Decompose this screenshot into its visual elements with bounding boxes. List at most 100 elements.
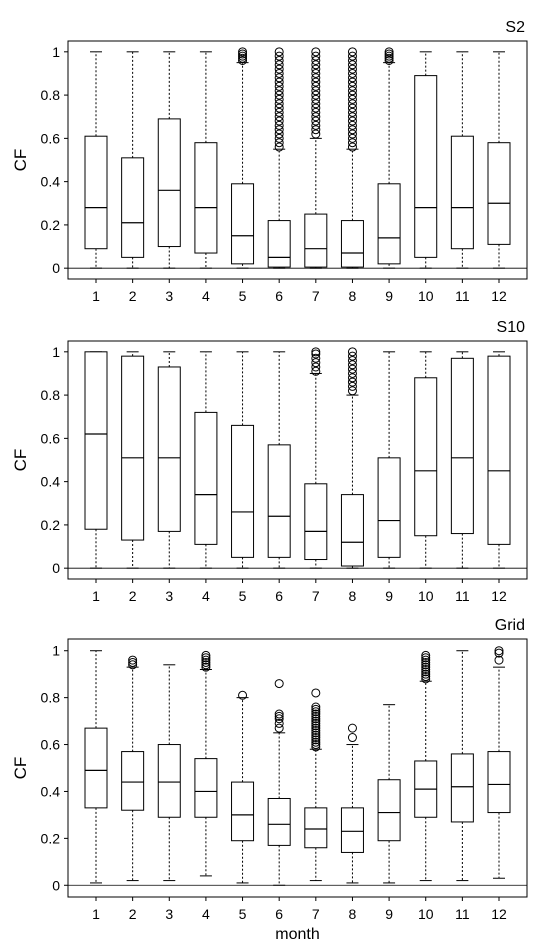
- outlier-point: [347, 90, 357, 100]
- box-month-4: [194, 650, 218, 877]
- x-tick-label: 11: [455, 288, 470, 304]
- outlier-point: [274, 86, 284, 96]
- x-tick-label: 9: [385, 288, 393, 304]
- outlier-point: [274, 103, 284, 113]
- y-tick-label: 1: [52, 643, 60, 659]
- outlier-point: [274, 138, 284, 148]
- box-month-8: [340, 723, 364, 884]
- outlier-point: [311, 125, 321, 135]
- x-tick-label: 10: [418, 906, 434, 922]
- iqr-box: [84, 727, 108, 809]
- outlier-point: [421, 657, 431, 667]
- outlier-point: [347, 381, 357, 391]
- outlier-point: [274, 77, 284, 87]
- x-tick-label: 11: [455, 588, 470, 604]
- box-month-10: [414, 650, 438, 882]
- box-month-7: [304, 347, 328, 569]
- outlier-point: [311, 64, 321, 74]
- outlier-point: [274, 47, 284, 57]
- x-tick-label: 6: [275, 588, 283, 604]
- box-month-6: [267, 47, 291, 269]
- x-tick-label: 4: [202, 588, 210, 604]
- outlier-point: [311, 688, 321, 698]
- outlier-point: [311, 728, 321, 738]
- outlier-point: [421, 662, 431, 672]
- outlier-point: [311, 721, 321, 731]
- x-axis-label: month: [275, 926, 319, 942]
- outlier-point: [311, 362, 321, 372]
- box-month-8: [340, 47, 364, 269]
- iqr-box: [194, 142, 218, 254]
- y-tick-label: 1: [52, 344, 60, 360]
- outlier-point: [274, 94, 284, 104]
- outlier-point: [347, 723, 357, 733]
- outlier-point: [421, 660, 431, 670]
- y-tick-label: 0: [52, 260, 60, 276]
- y-tick-label: 1: [52, 44, 60, 60]
- iqr-box: [340, 494, 364, 567]
- iqr-box: [84, 351, 108, 530]
- outlier-point: [274, 709, 284, 719]
- x-tick-label: 12: [491, 588, 507, 604]
- box-month-6: [267, 351, 291, 569]
- outlier-point: [128, 660, 138, 670]
- iqr-box: [267, 797, 291, 846]
- outlier-point: [347, 81, 357, 91]
- outlier-point: [384, 51, 394, 61]
- x-tick-label: 11: [455, 906, 470, 922]
- outlier-point: [347, 142, 357, 152]
- x-tick-label: 7: [312, 588, 320, 604]
- iqr-box: [121, 751, 145, 811]
- outlier-point: [274, 711, 284, 721]
- outlier-point: [311, 730, 321, 740]
- outlier-point: [238, 690, 248, 700]
- outlier-point: [347, 103, 357, 113]
- outlier-point: [311, 366, 321, 376]
- outlier-point: [347, 60, 357, 70]
- iqr-box: [414, 75, 438, 258]
- box-month-11: [450, 351, 474, 569]
- outlier-point: [311, 60, 321, 70]
- box-month-1: [84, 351, 108, 569]
- outlier-point: [238, 55, 248, 65]
- outlier-point: [311, 358, 321, 368]
- box-month-3: [157, 51, 181, 269]
- box-month-2: [121, 51, 145, 269]
- x-tick-label: 10: [418, 288, 434, 304]
- iqr-box: [157, 744, 181, 818]
- iqr-box: [231, 183, 255, 265]
- x-tick-label: 10: [418, 588, 434, 604]
- plot-frame: [67, 40, 528, 280]
- iqr-box: [487, 355, 511, 545]
- outlier-point: [347, 377, 357, 387]
- x-tick-label: 8: [349, 588, 357, 604]
- outlier-point: [274, 116, 284, 126]
- outlier-point: [311, 112, 321, 122]
- x-tick-label: 2: [129, 588, 137, 604]
- outlier-point: [384, 47, 394, 57]
- y-tick-label: 0.6: [41, 430, 61, 446]
- outlier-point: [384, 49, 394, 59]
- outlier-point: [347, 733, 357, 743]
- iqr-box: [377, 457, 401, 558]
- x-tick-label: 4: [202, 288, 210, 304]
- box-month-1: [84, 650, 108, 884]
- outlier-point: [274, 120, 284, 130]
- outlier-point: [311, 711, 321, 721]
- x-tick-label: 3: [165, 906, 173, 922]
- box-month-11: [450, 650, 474, 882]
- y-tick-label: 0.6: [41, 737, 61, 753]
- box-month-10: [414, 51, 438, 269]
- iqr-box: [450, 753, 474, 823]
- outlier-point: [311, 709, 321, 719]
- outlier-point: [347, 73, 357, 83]
- outlier-point: [274, 55, 284, 65]
- outlier-point: [201, 662, 211, 672]
- outlier-point: [311, 99, 321, 109]
- outlier-point: [347, 368, 357, 378]
- outlier-point: [311, 707, 321, 717]
- iqr-box: [267, 444, 291, 558]
- iqr-box: [157, 366, 181, 532]
- iqr-box: [304, 483, 328, 561]
